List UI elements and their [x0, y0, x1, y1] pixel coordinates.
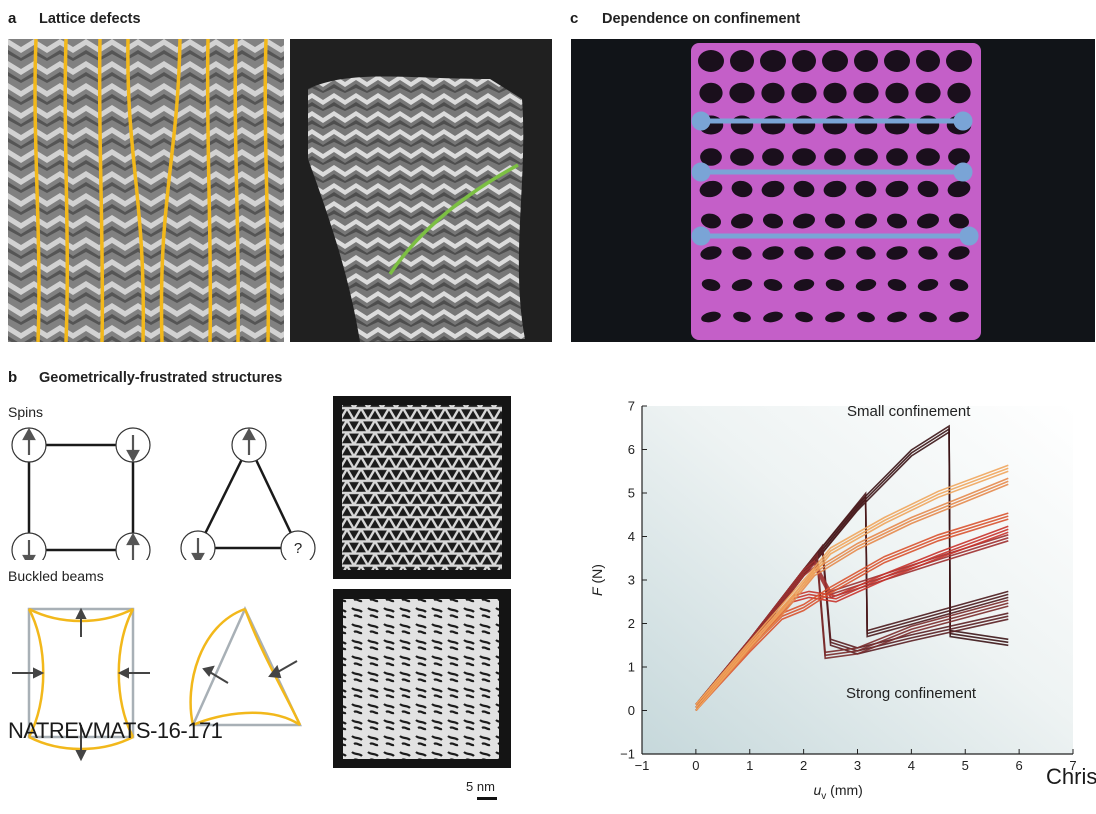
y-tick-label: 1: [628, 660, 635, 675]
origami-defect-image: [8, 39, 284, 342]
panel-b-letter: b: [8, 369, 17, 386]
confinement-photo: [571, 39, 1095, 342]
lattice-hole: [854, 50, 878, 72]
lattice-hole: [791, 83, 816, 104]
lattice-hole: [730, 148, 754, 166]
lattice-hole: [855, 116, 878, 135]
confinement-image: [571, 39, 1095, 342]
y-tick-label: 5: [628, 486, 635, 501]
lattice-hole: [885, 83, 908, 104]
x-tick-label: 2: [800, 758, 807, 773]
lattice-hole: [792, 148, 816, 166]
panel-a-title: Lattice defects: [39, 11, 141, 27]
x-tick-label: 5: [962, 758, 969, 773]
y-tick-label: 7: [628, 399, 635, 414]
lattice-hole: [698, 50, 724, 72]
panel-c-letter: c: [570, 10, 578, 27]
x-tick-label: 1: [746, 758, 753, 773]
x-tick-label: 0: [692, 758, 699, 773]
lattice-hole: [948, 148, 970, 166]
lattice-hole: [824, 148, 846, 166]
scale-bar: [477, 797, 497, 800]
spin-diagrams: ?: [0, 420, 330, 560]
panel-a-letter: a: [8, 10, 16, 27]
lattice-hole: [886, 148, 908, 166]
y-axis-label: F (N): [589, 564, 605, 596]
force-displacement-chart: −1 0 1 2 3 4 5 6 7 −1 0 1 2 3 4 5 6 7 Small confinement St…: [560, 380, 1096, 814]
lattice-hole: [730, 50, 754, 72]
buckled-beams-label: Buckled beams: [8, 568, 104, 584]
lattice-hole: [946, 50, 972, 72]
lattice-hole: [699, 83, 722, 104]
x-tick-label: −1: [635, 758, 650, 773]
lattice-hole: [884, 50, 910, 72]
panel-c-title: Dependence on confinement: [602, 11, 800, 27]
kagome-buckled-micrograph: [333, 589, 511, 768]
y-tick-label: 6: [628, 442, 635, 457]
scale-bar-label: 5 nm: [466, 779, 495, 794]
buckled-beams-diagram: [0, 585, 330, 775]
watermark-right: Chris: [1046, 764, 1096, 790]
lattice-hole: [854, 148, 878, 166]
lattice-hole: [916, 148, 940, 166]
annotation-strong-confinement: Strong confinement: [846, 685, 977, 702]
lattice-hole: [917, 116, 940, 135]
lattice-hole: [885, 116, 910, 135]
annotation-small-confinement: Small confinement: [847, 403, 971, 420]
lattice-hole: [916, 50, 940, 72]
lattice-hole: [729, 83, 754, 104]
kagome-buckled-image: [333, 589, 511, 768]
lattice-hole: [762, 148, 784, 166]
lattice-hole: [822, 50, 848, 72]
lattice-hole: [823, 116, 848, 135]
lattice-hole: [823, 83, 846, 104]
y-tick-label: 2: [628, 616, 635, 631]
lattice-hole: [761, 116, 786, 135]
lattice-hole: [760, 50, 786, 72]
origami-curved-photo: [290, 39, 552, 342]
lattice-hole: [915, 83, 940, 104]
triangular-lattice-image: [333, 396, 511, 579]
watermark-left: NATREVMATS-16-171: [8, 718, 222, 744]
y-tick-label: 4: [628, 529, 635, 544]
spins-label: Spins: [8, 404, 43, 420]
x-tick-label: 3: [854, 758, 861, 773]
y-tick-label: 3: [628, 573, 635, 588]
y-tick-label: −1: [620, 747, 635, 762]
panel-b-title: Geometrically-frustrated structures: [39, 370, 282, 386]
origami-curved-image: [290, 39, 552, 342]
origami-defect-photo: [8, 39, 284, 342]
y-tick-label: 0: [628, 703, 635, 718]
x-axis-label: uv (mm): [814, 782, 863, 802]
lattice-hole: [731, 116, 754, 135]
lattice-hole: [793, 116, 816, 135]
lattice-hole: [761, 83, 784, 104]
lattice-hole: [947, 83, 970, 104]
x-tick-label: 4: [908, 758, 915, 773]
unknown-spin-mark: ?: [294, 540, 302, 557]
triangular-lattice-micrograph: [333, 396, 511, 579]
lattice-hole: [792, 50, 816, 72]
lattice-hole: [853, 83, 878, 104]
x-tick-label: 6: [1016, 758, 1023, 773]
